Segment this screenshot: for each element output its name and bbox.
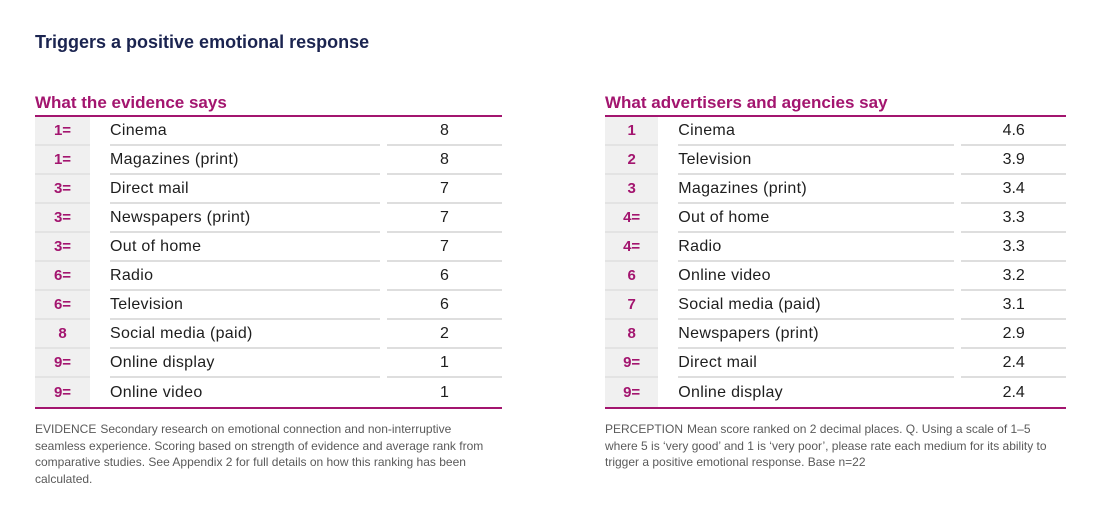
table-row: 3= Out of home 7 [35, 233, 502, 262]
table-row: 3= Direct mail 7 [35, 175, 502, 204]
table-row: 4= Out of home 3.3 [605, 204, 1066, 233]
medium-cell: Newspapers (print) [110, 204, 380, 233]
evidence-bottom-rule [35, 407, 502, 409]
rank-cell: 1= [35, 146, 90, 175]
score-cell: 3.1 [961, 291, 1066, 320]
medium-cell: Direct mail [110, 175, 380, 204]
medium-cell: Out of home [678, 204, 955, 233]
medium-cell: Social media (paid) [110, 320, 380, 349]
evidence-panel: What the evidence says 1= Cinema 8 1= Magazi… [35, 92, 502, 487]
score-cell: 1 [440, 383, 449, 401]
score-cell: 3.9 [961, 146, 1066, 175]
page-title: Triggers a positive emotional response [35, 32, 370, 52]
medium-cell: Social media (paid) [678, 291, 955, 320]
rank-cell: 7 [605, 291, 659, 320]
perception-top-rule [605, 115, 1066, 117]
table-row: 8 Social media (paid) 2 [35, 320, 502, 349]
evidence-footnote-tag: EVIDENCE [35, 422, 97, 436]
score-cell: 8 [387, 117, 502, 146]
evidence-top-rule [35, 115, 502, 117]
table-row: 6= Television 6 [35, 291, 502, 320]
rank-cell: 3= [35, 233, 90, 262]
rank-cell: 3= [35, 204, 90, 233]
rank-cell: 1= [35, 117, 90, 146]
score-cell: 4.6 [961, 117, 1066, 146]
score-cell: 2 [387, 320, 502, 349]
score-cell: 7 [387, 175, 502, 204]
score-cell: 7 [387, 204, 502, 233]
rank-cell: 3= [35, 175, 90, 204]
rank-cell: 9= [605, 349, 659, 378]
medium-cell: Television [110, 291, 380, 320]
table-row: 1 Cinema 4.6 [605, 117, 1066, 146]
medium-cell: Television [678, 146, 955, 175]
table-row: 2 Television 3.9 [605, 146, 1066, 175]
rank-cell: 1 [605, 117, 659, 146]
rank-cell: 9= [605, 378, 659, 407]
rank-cell: 6= [35, 291, 90, 320]
medium-cell: Cinema [110, 117, 380, 146]
perception-table: 1 Cinema 4.6 2 Television 3.9 3 Magazines (prin… [605, 117, 1066, 407]
score-cell: 2.4 [961, 349, 1066, 378]
score-cell: 3.3 [961, 204, 1066, 233]
table-row: 8 Newspapers (print) 2.9 [605, 320, 1066, 349]
medium-cell: Direct mail [678, 349, 955, 378]
score-cell: 3.2 [961, 262, 1066, 291]
medium-cell: Online display [110, 349, 380, 378]
table-row: 6 Online video 3.2 [605, 262, 1066, 291]
rank-cell: 6 [605, 262, 659, 291]
medium-cell: Online display [678, 383, 783, 401]
medium-cell: Out of home [110, 233, 380, 262]
rank-cell: 2 [605, 146, 659, 175]
perception-footnote-tag: PERCEPTION [605, 422, 684, 436]
table-row: 7 Social media (paid) 3.1 [605, 291, 1066, 320]
score-cell: 7 [387, 233, 502, 262]
rank-cell: 4= [605, 233, 659, 262]
score-cell: 3.4 [961, 175, 1066, 204]
evidence-footnote: EVIDENCE Secondary research on emotional … [35, 421, 502, 487]
rank-cell: 9= [35, 349, 90, 378]
perception-footnote-text: Mean score ranked on 2 decimal places. Q… [605, 422, 1047, 469]
perception-footnote: PERCEPTION Mean score ranked on 2 decimal… [605, 421, 1066, 471]
score-cell: 3.3 [961, 233, 1066, 262]
medium-cell: Radio [110, 262, 380, 291]
score-cell: 2.4 [1002, 383, 1025, 401]
medium-cell: Online video [110, 383, 203, 401]
medium-cell: Magazines (print) [110, 146, 380, 175]
perception-bottom-rule [605, 407, 1066, 409]
table-row: 1= Magazines (print) 8 [35, 146, 502, 175]
table-row: 3 Magazines (print) 3.4 [605, 175, 1066, 204]
table-row: 4= Radio 3.3 [605, 233, 1066, 262]
evidence-heading: What the evidence says [35, 93, 227, 112]
medium-cell: Radio [678, 233, 955, 262]
score-cell: 6 [387, 291, 502, 320]
score-cell: 2.9 [961, 320, 1066, 349]
table-row: 1= Cinema 8 [35, 117, 502, 146]
score-cell: 1 [387, 349, 502, 378]
table-row: 9= Online display 2.4 [605, 378, 1066, 407]
rank-cell: 9= [35, 378, 90, 407]
table-row: 9= Direct mail 2.4 [605, 349, 1066, 378]
perception-heading: What advertisers and agencies say [605, 93, 888, 112]
rank-cell: 8 [605, 320, 659, 349]
evidence-table: 1= Cinema 8 1= Magazines (print) 8 3= Direct ma… [35, 117, 502, 407]
table-row: 6= Radio 6 [35, 262, 502, 291]
table-row: 9= Online display 1 [35, 349, 502, 378]
rank-cell: 4= [605, 204, 659, 233]
rank-cell: 8 [35, 320, 90, 349]
perception-panel: What advertisers and agencies say 1 Cinem… [605, 92, 1066, 471]
rank-cell: 6= [35, 262, 90, 291]
medium-cell: Magazines (print) [678, 175, 955, 204]
medium-cell: Newspapers (print) [678, 320, 955, 349]
rank-cell: 3 [605, 175, 659, 204]
score-cell: 8 [387, 146, 502, 175]
medium-cell: Online video [678, 262, 955, 291]
medium-cell: Cinema [678, 117, 955, 146]
score-cell: 6 [387, 262, 502, 291]
table-row: 3= Newspapers (print) 7 [35, 204, 502, 233]
table-row: 9= Online video 1 [35, 378, 502, 407]
evidence-footnote-text: Secondary research on emotional connecti… [35, 422, 484, 486]
